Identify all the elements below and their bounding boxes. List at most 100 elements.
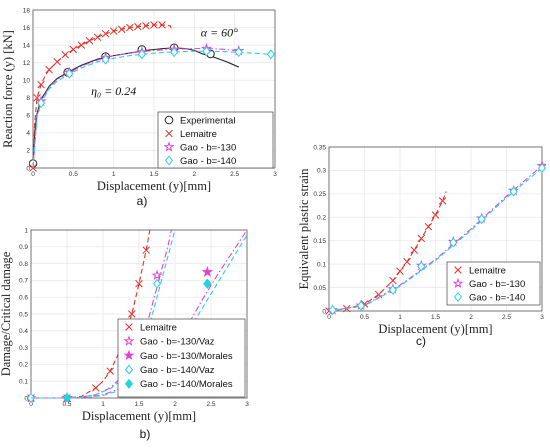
x-axis-label: Displacement (y)[mm] <box>82 409 196 423</box>
data-point-marker <box>77 41 86 49</box>
x-tick-label: 0 <box>327 314 331 321</box>
y-tick-label: 12 <box>23 60 31 67</box>
data-point-marker <box>374 290 383 299</box>
y-tick-label: 0.3 <box>317 168 326 175</box>
legend-marker <box>124 364 134 375</box>
data-point-marker <box>410 246 418 254</box>
series-line-4 <box>32 50 276 169</box>
data-point-marker <box>356 300 365 311</box>
y-tick-label: 0.15 <box>313 238 326 245</box>
data-point-marker <box>266 49 276 60</box>
data-point-marker <box>37 97 46 109</box>
y-tick-label: 0.2 <box>317 215 326 222</box>
annotation-text: α = 60° <box>201 25 238 39</box>
legend-box <box>117 318 246 398</box>
legend-entry: Gao - b=-130/Vaz <box>140 337 215 348</box>
x-tick-label: 0.5 <box>360 314 369 321</box>
axes-frame <box>30 229 248 399</box>
data-point-marker <box>101 54 110 65</box>
data-point-marker <box>449 237 458 248</box>
legend-entry: Gao - b=-130 <box>469 279 525 290</box>
legend-marker <box>123 335 135 346</box>
y-tick-label: 0.1 <box>19 379 28 386</box>
legend-marker <box>164 115 174 125</box>
series-group <box>29 21 276 172</box>
data-point-marker <box>170 47 179 58</box>
legend-box <box>157 111 274 169</box>
legend-marker <box>124 378 134 389</box>
legend-entry: Lemaitre <box>180 129 217 140</box>
y-tick-label: 0 <box>24 395 28 402</box>
legend-entry: Gao - b=-140 <box>469 292 525 303</box>
y-tick-label: 0.1 <box>317 261 326 268</box>
x-tick-label: 2.5 <box>206 401 215 408</box>
data-point-marker <box>396 267 404 275</box>
y-tick-label: 6 <box>26 113 30 120</box>
data-point-marker <box>65 68 74 79</box>
y-tick-label: 0.2 <box>19 362 28 369</box>
legend-entry: Gao - b=-130/Morales <box>140 351 233 362</box>
x-tick-label: 1 <box>101 401 105 408</box>
x-axis-label: Displacement (y)[mm] <box>378 322 492 336</box>
data-point-marker <box>53 58 61 66</box>
legend-marker <box>453 291 463 303</box>
data-point-marker <box>142 246 150 254</box>
x-axis-label: Displacement (y)[mm] <box>97 179 211 193</box>
y-tick-label: 0.05 <box>313 285 326 292</box>
data-point-marker <box>389 276 397 285</box>
data-point-marker <box>135 280 143 288</box>
y-tick-label: 2 <box>26 148 30 155</box>
panel-label: a) <box>137 194 148 208</box>
y-tick-label: 10 <box>23 78 31 85</box>
x-tick-label: 0 <box>31 171 35 178</box>
legend-marker <box>454 266 462 274</box>
data-point-marker <box>431 211 440 219</box>
data-point-marker <box>151 269 163 281</box>
legend-entry: Lemaitre <box>469 265 506 276</box>
data-point-marker <box>61 51 70 59</box>
legend-entry: Gao - b=-130 <box>180 142 236 153</box>
series-group <box>325 159 546 315</box>
y-tick-label: 1 <box>24 227 28 234</box>
legend-marker <box>123 349 135 361</box>
legend-marker <box>164 155 174 166</box>
y-tick-label: 0.25 <box>313 191 326 198</box>
y-tick-label: 8 <box>26 95 30 102</box>
x-tick-label: 1 <box>398 314 402 321</box>
y-axis-label: Equivalent plastic strain <box>297 168 311 290</box>
series-line-3 <box>32 48 244 169</box>
x-tick-label: 0 <box>29 401 33 408</box>
legend-marker <box>163 141 175 152</box>
series-line-1 <box>31 229 151 399</box>
chart-panel-c: 0 0.5 1 1.5 2 2.5 3 0 0.05 0.1 0.15 0.2 0.25 0.3 0.35 D… <box>297 144 546 348</box>
y-tick-label: 0.35 <box>313 144 326 151</box>
data-point-marker <box>62 392 72 402</box>
data-point-marker <box>109 27 118 35</box>
legend-entry: Experimental <box>180 115 235 126</box>
axes-frame <box>32 9 276 169</box>
x-tick-label: 3 <box>273 171 277 178</box>
data-point-marker <box>152 278 162 289</box>
annotation-text: η₀ = 0.24 <box>91 84 136 98</box>
y-tick-label: 0 <box>322 308 326 315</box>
chart-panel-b: 0 0.5 1 1.5 2 2.5 3 0 0.1 0.2 0.3 0.4 0.5 0.6 0.7 0.8 0.… <box>0 227 249 441</box>
legend-entry: Gao - b=-140/Vaz <box>140 365 215 376</box>
data-point-marker <box>328 305 337 315</box>
axes-frame <box>328 146 543 312</box>
data-point-marker <box>92 384 100 392</box>
data-point-marker <box>403 258 411 266</box>
panel-label: c) <box>416 334 426 348</box>
data-point-marker <box>126 23 134 32</box>
legend-marker <box>125 323 133 331</box>
data-point-marker <box>106 367 114 375</box>
y-tick-label: 14 <box>23 42 31 49</box>
y-tick-label: 18 <box>23 7 31 14</box>
legend-marker <box>452 277 464 289</box>
data-point-marker <box>509 186 518 197</box>
y-tick-label: 4 <box>26 130 30 137</box>
data-point-marker <box>37 80 45 89</box>
x-tick-label: 1.5 <box>134 401 143 408</box>
x-tick-label: 1.5 <box>149 171 158 178</box>
x-tick-label: 0.5 <box>62 401 71 408</box>
data-point-marker <box>203 278 212 290</box>
